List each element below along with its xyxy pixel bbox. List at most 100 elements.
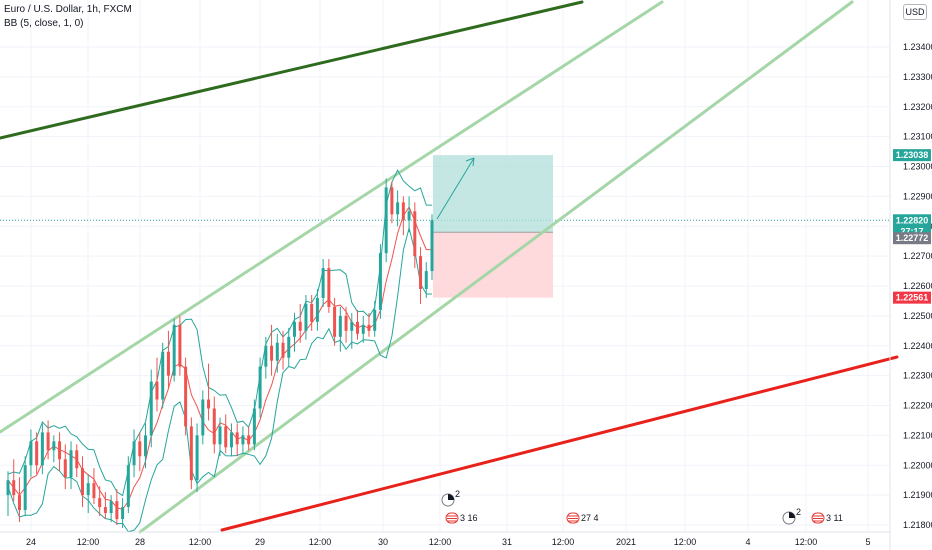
bear-candle (80, 456, 84, 508)
time-tick-label: 12:00 (795, 537, 818, 547)
time-tick-label: 31 (502, 537, 512, 547)
candle-body (384, 187, 388, 254)
indicator-title[interactable]: BB (5, close, 1, 0) (4, 18, 84, 29)
candle-body (218, 426, 222, 445)
bull-candle (264, 336, 268, 379)
bear-candle (207, 363, 211, 421)
long-position-tool[interactable] (433, 155, 553, 298)
price-axis[interactable]: 1.23400 1.23300 1.23200 1.23100 1.23000 1.229… (889, 0, 932, 550)
bull-candle (161, 342, 165, 409)
price-tick-label: 1.21900 (903, 490, 932, 500)
bull-candle (396, 190, 400, 227)
bear-candle (212, 396, 216, 454)
bull-candle (361, 315, 365, 343)
candle-body (401, 202, 405, 221)
candle-body (413, 211, 417, 257)
time-tick-label: 2021 (616, 537, 636, 547)
candle-body (92, 483, 96, 499)
stop-price-tag-bg (893, 291, 931, 304)
candle-body (378, 253, 382, 310)
bear-candle (12, 459, 16, 502)
bear-candle (46, 420, 50, 460)
candle-body (292, 321, 296, 337)
bull-candle (292, 312, 296, 352)
event-count: 3 16 (460, 513, 478, 523)
bear-candle (413, 202, 417, 269)
event-marker[interactable]: 27 4 (566, 512, 599, 524)
candle-body (367, 324, 371, 331)
time-axis[interactable]: 24 12:00 28 12:00 29 12:00 30 12:00 31 12:00 2021 1… (0, 531, 890, 547)
event-count: 2 (796, 507, 801, 517)
bid-price-tag-label: 1.22772 (896, 233, 929, 243)
bull-candle (218, 417, 222, 457)
candle-body (304, 303, 308, 331)
bull-candle (275, 333, 279, 373)
current-price-tag-label: 1.22820 (896, 215, 929, 225)
price-tick-label: 1.22400 (903, 341, 932, 351)
bull-candle (241, 426, 245, 454)
bull-candle (29, 429, 33, 478)
event-count: 3 11 (826, 513, 843, 523)
bear-candle (224, 414, 228, 454)
candle-body (430, 220, 434, 272)
time-tick-label: 12:00 (309, 537, 332, 547)
dark-green-trendline (0, 0, 584, 140)
event-marker[interactable]: 2 (441, 489, 460, 507)
bear-candle (115, 489, 119, 525)
bear-candle (58, 432, 62, 472)
bear-candle (247, 426, 251, 451)
time-tick-label: 12:00 (77, 537, 100, 547)
event-marker[interactable]: 3 16 (445, 512, 478, 524)
candle-body (178, 324, 182, 367)
bear-candle (166, 330, 170, 388)
price-tick-label: 1.22500 (903, 311, 932, 321)
bollinger-bands (7, 169, 432, 533)
bull-candle (304, 294, 308, 340)
candle-body (333, 306, 337, 337)
candle-body (315, 297, 319, 322)
candle-body (63, 459, 67, 478)
candle-body (132, 441, 136, 466)
candle-body (419, 256, 423, 289)
time-tick-label: 28 (135, 537, 145, 547)
news-icon-wedge (789, 512, 795, 518)
projection-arrow (436, 157, 475, 220)
candle-body (6, 480, 10, 496)
symbol-title[interactable]: Euro / U.S. Dollar, 1h, FXCM (4, 4, 132, 15)
event-marker[interactable]: 2 (782, 507, 801, 525)
candle-body (23, 465, 27, 511)
candle-body (80, 468, 84, 496)
candle-body (201, 399, 205, 436)
candle-body (109, 501, 113, 514)
candle-body (149, 381, 153, 436)
drawing-layer[interactable] (0, 0, 899, 534)
channel-lower-line (138, 0, 854, 534)
candle-body (344, 315, 348, 331)
bear-candle (333, 297, 337, 346)
bb-lower-band (7, 227, 432, 533)
current-price-tag: 1.22820 (893, 214, 931, 227)
bull-candle (149, 369, 153, 448)
candle-body (264, 345, 268, 367)
candle-body (121, 507, 125, 520)
event-marker[interactable]: 3 11 (811, 512, 843, 524)
currency-badge[interactable]: USD (903, 4, 927, 20)
candle-body (247, 435, 251, 445)
candle-body (287, 336, 291, 358)
candle-body (98, 498, 102, 508)
event-count: 2 (455, 489, 460, 499)
bear-candle (270, 324, 274, 376)
bear-candle (75, 444, 79, 478)
bear-candle (356, 309, 360, 340)
projection-arrowhead (465, 157, 475, 167)
candle-body (29, 441, 33, 466)
bull-candle (23, 456, 27, 517)
price-tick-label: 1.21800 (903, 520, 932, 530)
candle-body (40, 432, 44, 466)
candle-body (12, 480, 16, 496)
candle-body (361, 324, 365, 334)
event-markers[interactable]: 2 3 16 27 4 2 3 11 (441, 489, 843, 525)
bull-candle (172, 318, 176, 382)
bear-candle (401, 196, 405, 236)
